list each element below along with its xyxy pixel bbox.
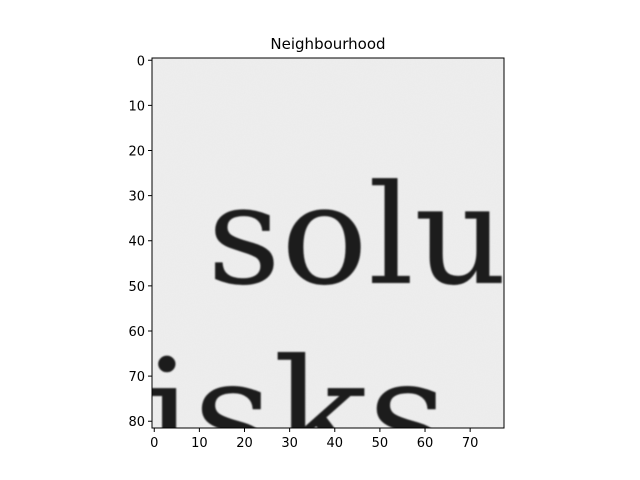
- y-tick-label: 60: [128, 325, 145, 340]
- chart-title: Neighbourhood: [270, 35, 385, 53]
- x-tick-label: 40: [326, 436, 343, 451]
- x-tick-label: 60: [417, 436, 434, 451]
- x-tick-label: 20: [236, 436, 253, 451]
- x-axis: 0 10 20 30 40 50 60 70: [150, 428, 478, 451]
- image-grain: [152, 58, 504, 428]
- y-tick-label: 10: [128, 99, 145, 114]
- x-tick-label: 50: [372, 436, 389, 451]
- image-word-solu: solu: [207, 155, 507, 316]
- x-tick-label: 30: [281, 436, 298, 451]
- image-word-isks: isks: [143, 328, 448, 480]
- y-tick-label: 0: [137, 54, 145, 69]
- y-axis: 0 10 20 30 40 50 60 70 80: [128, 54, 152, 430]
- y-tick-label: 30: [128, 190, 145, 205]
- y-tick-label: 20: [128, 145, 145, 160]
- x-tick-label: 0: [150, 436, 158, 451]
- y-tick-label: 40: [128, 235, 145, 250]
- y-tick-label: 50: [128, 280, 145, 295]
- x-tick-label: 10: [191, 436, 208, 451]
- x-tick-label: 70: [462, 436, 479, 451]
- heatmap-image: solu isks: [143, 58, 507, 480]
- y-tick-label: 70: [128, 370, 145, 385]
- y-tick-label: 80: [128, 415, 145, 430]
- plot-frame: [151, 57, 505, 429]
